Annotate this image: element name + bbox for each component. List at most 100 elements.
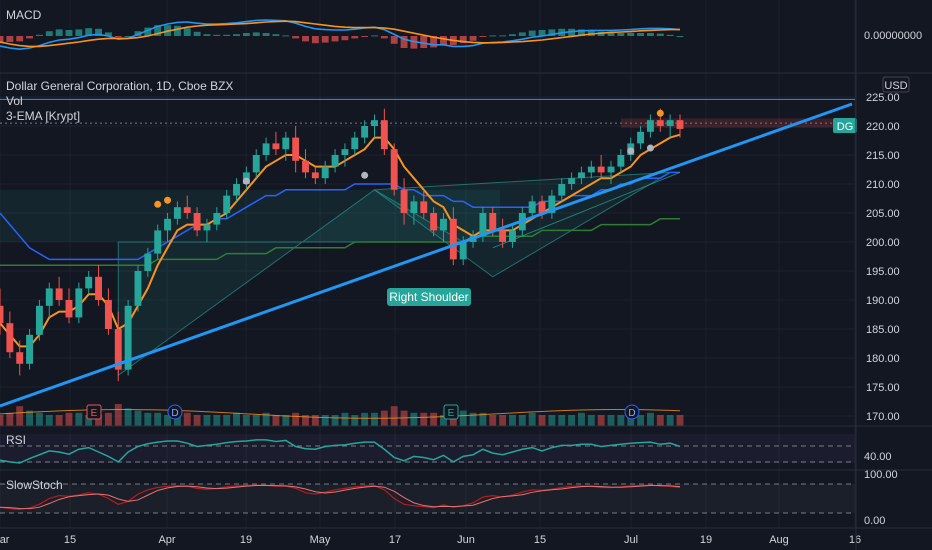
candle-body bbox=[430, 213, 438, 231]
macd-histogram-bar bbox=[617, 33, 625, 36]
macd-histogram-bar bbox=[262, 33, 270, 36]
candle-body bbox=[420, 201, 428, 213]
candle-body bbox=[666, 120, 674, 126]
event-earnings-1[interactable]: E bbox=[86, 404, 102, 420]
macd-histogram-bar bbox=[430, 36, 438, 48]
currency-box[interactable] bbox=[882, 76, 910, 93]
candle-body bbox=[262, 143, 270, 155]
macd-histogram-bar bbox=[528, 30, 536, 36]
macd-histogram-bar bbox=[380, 36, 388, 39]
volume-bar bbox=[518, 415, 526, 426]
event-dividend-2[interactable]: D bbox=[624, 404, 640, 420]
event-dividend-1[interactable]: D bbox=[167, 404, 183, 420]
volume-bar bbox=[292, 412, 300, 426]
svg-text:D: D bbox=[171, 408, 178, 419]
macd-histogram-bar bbox=[124, 36, 132, 37]
candle-body bbox=[558, 184, 566, 196]
price-tick-label: 225.00 bbox=[866, 92, 900, 104]
candle-body bbox=[646, 120, 654, 132]
volume-bar bbox=[124, 408, 132, 426]
price-tick-label: 190.00 bbox=[866, 295, 900, 307]
macd-histogram-bar bbox=[16, 36, 24, 42]
volume-bar bbox=[568, 415, 576, 426]
macd-histogram-bar bbox=[223, 34, 231, 36]
stoch-band bbox=[0, 484, 855, 513]
candle-body bbox=[597, 166, 605, 173]
macd-histogram-bar bbox=[459, 36, 467, 44]
candlesticks[interactable] bbox=[0, 108, 684, 382]
svg-text:E: E bbox=[448, 408, 455, 419]
price-zone bbox=[620, 118, 855, 128]
right-shoulder-label: Right Shoulder bbox=[389, 290, 468, 304]
candle-body bbox=[528, 201, 536, 213]
candle-body bbox=[233, 184, 240, 196]
candle-body bbox=[509, 230, 516, 242]
volume-bar bbox=[213, 415, 221, 426]
macd-histogram-bar bbox=[646, 33, 654, 36]
candle-body bbox=[154, 230, 162, 254]
macd-histogram-bar bbox=[114, 36, 122, 38]
volume-bar bbox=[548, 415, 556, 426]
macd-histogram-bar bbox=[203, 34, 211, 36]
macd-histogram-bar bbox=[282, 35, 290, 37]
candle-body bbox=[578, 172, 585, 179]
macd-label: MACD bbox=[6, 8, 42, 22]
macd-histogram-bar bbox=[548, 29, 556, 36]
signal-dot bbox=[164, 196, 172, 204]
volume-bar bbox=[85, 415, 93, 426]
event-earnings-2[interactable]: E bbox=[443, 404, 459, 420]
candle-body bbox=[65, 300, 73, 318]
candle-body bbox=[35, 305, 43, 335]
macd-histogram-bar bbox=[252, 32, 260, 36]
macd-histogram-bar bbox=[351, 36, 359, 39]
stoch-d-line bbox=[0, 484, 681, 510]
macd-histogram-bar bbox=[302, 36, 309, 42]
time-tick-label: May bbox=[310, 534, 331, 546]
volume-bar bbox=[164, 415, 171, 426]
candle-body bbox=[607, 166, 615, 173]
price-tick-label: 185.00 bbox=[866, 324, 900, 336]
macd-histogram-bar bbox=[656, 33, 664, 36]
candle-body bbox=[311, 172, 319, 179]
candle-body bbox=[223, 195, 231, 213]
candle-body bbox=[272, 143, 280, 150]
volume-bar bbox=[509, 415, 516, 426]
price-axis[interactable]: 225.00 220.00 215.00 210.00 205.00 200.00 195.… bbox=[866, 92, 900, 423]
price-tick-label: 215.00 bbox=[866, 150, 900, 162]
vol-label[interactable]: Vol bbox=[6, 94, 23, 108]
candle-body bbox=[361, 126, 369, 138]
svg-text:E: E bbox=[91, 408, 98, 419]
volume-bar bbox=[587, 415, 595, 426]
volume-bar bbox=[302, 415, 309, 426]
svg-text:D: D bbox=[628, 408, 635, 419]
macd-histogram-bar bbox=[173, 25, 181, 36]
time-tick-label: Jul bbox=[624, 534, 638, 546]
candle-body bbox=[656, 120, 664, 126]
volume-bar bbox=[607, 415, 615, 426]
candle-body bbox=[400, 189, 408, 213]
macd-histogram-bar bbox=[509, 34, 516, 36]
price-tick-label: 195.00 bbox=[866, 266, 900, 278]
candle-body bbox=[114, 329, 122, 370]
macd-histogram-bar bbox=[144, 27, 152, 36]
macd-histogram-bar bbox=[95, 28, 102, 36]
time-axis[interactable]: Mar 15 Apr 19 May 17 Jun 15 Jul 19 Aug 16 bbox=[0, 534, 861, 546]
macd-histogram-bar bbox=[331, 36, 339, 42]
ema-indicator-label[interactable]: 3-EMA [Krypt] bbox=[6, 109, 80, 123]
volume-bar bbox=[440, 415, 447, 426]
candle-body bbox=[252, 155, 260, 173]
macd-histogram-bar bbox=[361, 36, 369, 37]
candle-body bbox=[479, 213, 487, 237]
price-tick-label: 175.00 bbox=[866, 382, 900, 394]
symbol-title[interactable]: Dollar General Corporation, 1D, Cboe BZX bbox=[6, 79, 233, 93]
candle-body bbox=[331, 155, 339, 167]
time-tick-label: 16 bbox=[849, 534, 861, 546]
macd-histogram-bar bbox=[637, 33, 645, 36]
pattern-trendline bbox=[492, 171, 681, 249]
candle-body bbox=[538, 201, 546, 213]
volume-bar bbox=[26, 410, 34, 426]
candle-body bbox=[321, 166, 329, 179]
volume-bar bbox=[597, 415, 605, 426]
stoch-axis-upper: 100.00 bbox=[864, 469, 898, 481]
